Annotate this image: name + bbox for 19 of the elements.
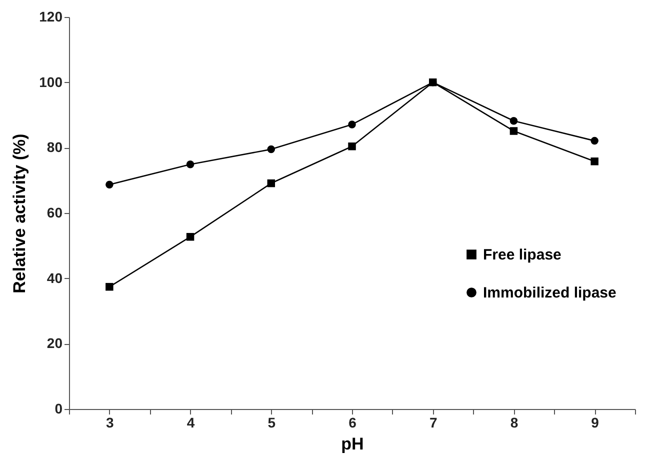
x-tick-label: 5 [268, 414, 276, 430]
x-tick-label: 9 [591, 414, 600, 430]
x-tick-label: 8 [510, 414, 518, 430]
legend-label: Immobilized lipase [483, 284, 616, 302]
x-tick-label: 6 [348, 414, 357, 430]
x-axis-title: pH [341, 434, 364, 454]
y-tick-label: 40 [46, 270, 63, 286]
y-tick-label: 20 [46, 335, 63, 352]
y-tick-label: 0 [54, 400, 63, 416]
y-axis-title: Relative activity (%) [10, 134, 30, 294]
y-tick-label: 120 [39, 8, 63, 24]
x-tick-label: 3 [106, 414, 114, 430]
x-tick-label: 4 [186, 414, 195, 430]
point [428, 78, 437, 86]
y-tick-label: 100 [39, 74, 63, 90]
y-tick-label: 60 [46, 204, 63, 220]
y-tick-label: 80 [46, 139, 63, 156]
x-tick-label: 7 [429, 414, 438, 430]
legend-label: Free lipase [483, 246, 562, 264]
